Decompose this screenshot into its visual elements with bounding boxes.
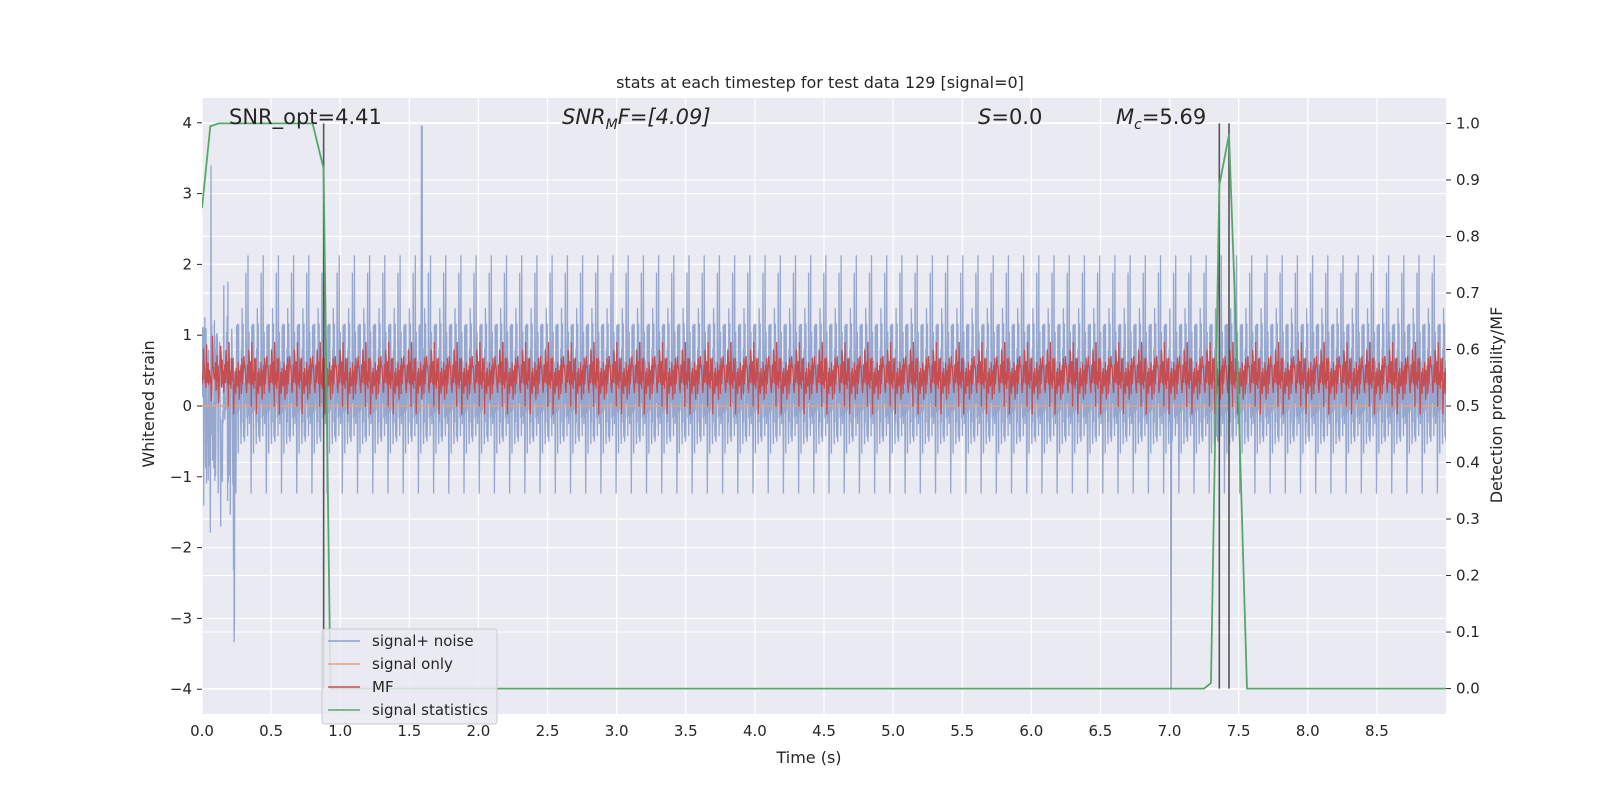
y2-tick-label: 1.0: [1456, 114, 1480, 132]
x-tick-label: 0.5: [259, 722, 283, 740]
x-tick-label: 8.0: [1296, 722, 1320, 740]
x-tick-label: 2.5: [536, 722, 560, 740]
y2-tick-label: 0.8: [1456, 227, 1480, 245]
y-tick-label: 0: [182, 397, 192, 415]
x-tick-label: 0.0: [190, 722, 214, 740]
y2-tick-label: 0.3: [1456, 510, 1480, 528]
x-tick-label: 8.5: [1365, 722, 1389, 740]
y-tick-label: −3: [170, 609, 192, 627]
x-tick-label: 6.5: [1089, 722, 1113, 740]
y-tick-label: −2: [170, 539, 192, 557]
y-axis-label: Whitened strain: [139, 340, 158, 467]
y2-tick-label: 0.7: [1456, 284, 1480, 302]
x-tick-label: 2.0: [467, 722, 491, 740]
x-tick-label: 6.0: [1019, 722, 1043, 740]
legend-label-signal-only: signal only: [372, 655, 453, 673]
x-tick-label: 5.5: [950, 722, 974, 740]
data-layer: [202, 122, 1446, 690]
x-tick-label: 7.5: [1227, 722, 1251, 740]
x-tick-label: 3.5: [674, 722, 698, 740]
x-axis-label: Time (s): [775, 748, 841, 767]
y2-tick-label: 0.5: [1456, 397, 1480, 415]
y2-tick-label: 0.9: [1456, 171, 1480, 189]
legend-label-signal-noise: signal+ noise: [372, 632, 474, 650]
y2-tick-label: 0.4: [1456, 454, 1480, 472]
y2-tick-label: 0.6: [1456, 340, 1480, 358]
legend-box: [321, 628, 498, 725]
ticks: 0.0 0.5 1.0 1.5 2.0 2.5 3.0 3.5 4.0 4.5 5.0 5.5 6.0 6…: [170, 114, 1480, 740]
x-tick-label: 1.0: [328, 722, 352, 740]
x-tick-label: 3.0: [605, 722, 629, 740]
x-tick-label: 7.0: [1158, 722, 1182, 740]
y-tick-label: 1: [182, 326, 192, 344]
y-tick-label: 3: [182, 185, 192, 203]
y-tick-label: −4: [170, 680, 192, 698]
legend: signal+ noise signal only MF signal stat…: [321, 628, 498, 725]
legend-label-signal-statistics: signal statistics: [372, 701, 488, 719]
chart-title: stats at each timestep for test data 129…: [616, 73, 1024, 92]
y2-tick-label: 0.1: [1456, 623, 1480, 641]
y-tick-label: 4: [182, 114, 192, 132]
s-annotation: S=0.0: [978, 105, 1042, 129]
mc-annotation: Mc=5.69: [1116, 105, 1206, 133]
x-tick-label: 5.0: [881, 722, 905, 740]
y2-tick-label: 0.2: [1456, 567, 1480, 585]
legend-label-mf: MF: [372, 678, 394, 696]
x-tick-label: 1.5: [397, 722, 421, 740]
snr-opt-annotation: SNR_opt=4.41: [229, 105, 382, 130]
y-tick-label: −1: [170, 468, 192, 486]
y2-tick-label: 0.0: [1456, 680, 1480, 698]
x-tick-label: 4.0: [743, 722, 767, 740]
y-tick-label: 2: [182, 255, 192, 273]
x-tick-label: 4.5: [812, 722, 836, 740]
series-signal-statistics: [202, 122, 1446, 690]
y2-axis-label: Detection probability/MF: [1487, 307, 1506, 504]
snr-mf-annotation: SNRMF=[4.09]: [562, 105, 711, 133]
